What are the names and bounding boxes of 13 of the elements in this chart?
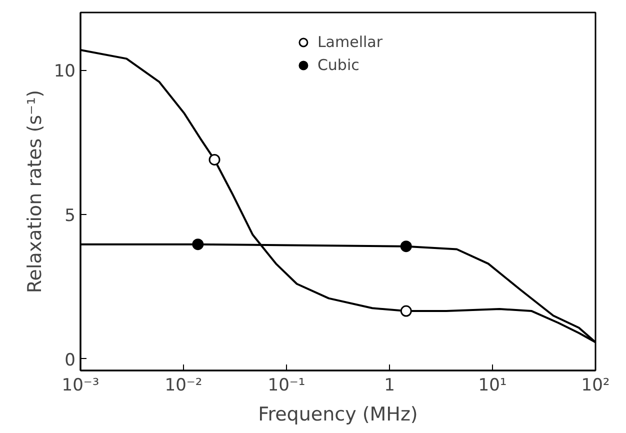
y-tick-label: 0 bbox=[64, 350, 76, 370]
x-tick-label: 10⁻¹ bbox=[268, 376, 306, 396]
legend-label: Cubic bbox=[317, 56, 360, 74]
x-axis-title: Frequency (MHz) bbox=[258, 404, 418, 426]
x-tick-label: 10² bbox=[581, 376, 610, 396]
y-tick-label: 5 bbox=[64, 206, 76, 226]
x-tick-label: 1 bbox=[384, 376, 395, 396]
x-tick-label: 10⁻³ bbox=[62, 376, 100, 396]
x-tick-label: 10¹ bbox=[478, 376, 507, 396]
y-axis-title: Relaxation rates (s⁻¹) bbox=[24, 90, 46, 294]
legend-label: Lamellar bbox=[317, 33, 383, 51]
y-tick-label: 10 bbox=[54, 62, 76, 82]
x-tick-label: 10⁻² bbox=[164, 376, 202, 396]
